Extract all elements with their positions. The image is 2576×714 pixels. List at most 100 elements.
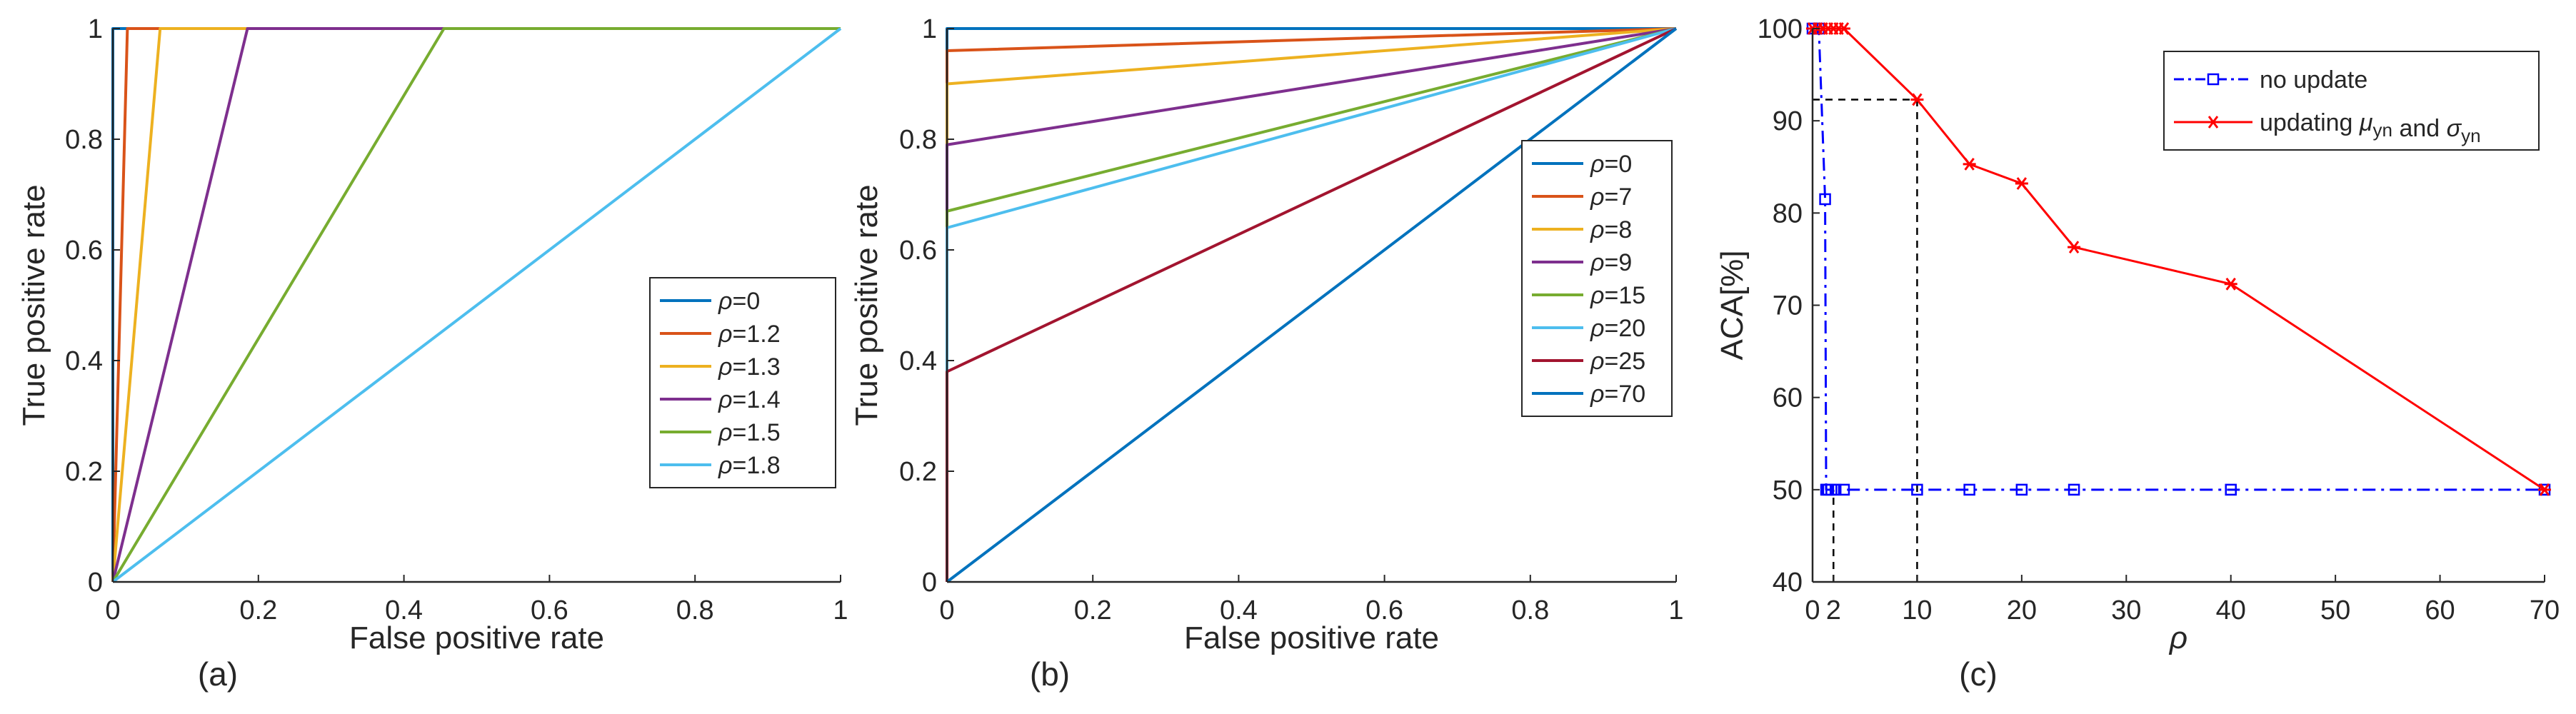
legend-label: ρ=0 [718,288,760,315]
legend-label-part: μ [2359,109,2373,136]
y-tick-label: 0.4 [899,346,937,376]
data-point-stroke [2016,177,2028,190]
data-point [1910,93,1924,106]
x-tick-label: 0 [939,595,954,625]
legend-label-part: and [2392,115,2447,142]
y-tick-label: 0.6 [65,236,103,266]
x-tick-label: 1 [833,595,848,625]
y-axis-label: ACA[%] [1715,250,1750,360]
legend-value: =0 [1604,151,1632,178]
y-tick-label: 0 [922,568,937,598]
legend-label: ρ=70 [1590,381,1645,408]
chart-panel-1: 0 0.2 0.4 0.6 0.8 1 0 0.2 0.4 0.6 0.8 1 False positi… [16,14,848,693]
panel-label: (a) [198,655,238,693]
legend-symbol: ρ [1590,282,1604,309]
x-tick-label: 0.2 [239,595,277,625]
y-tick-label: 0.4 [65,346,103,376]
data-point [2068,483,2080,496]
legend-label: no update [2260,66,2367,94]
x-tick-label: 0.8 [676,595,714,625]
legend-label-part: yn [2461,125,2480,146]
legend-label: ρ=1.3 [718,353,781,381]
legend-marker [2207,73,2220,86]
legend-value: =8 [1604,216,1632,243]
y-axis-label: True positive rate [849,184,884,426]
y-tick-label: 0.8 [65,125,103,155]
x-tick-label: 70 [2530,595,2560,625]
y-tick-label: 60 [1773,383,1803,413]
y-tick-label: 70 [1773,291,1803,321]
data-point [1911,483,1923,496]
x-axis-label: False positive rate [349,620,604,655]
y-tick-label: 50 [1773,476,1803,506]
legend-symbol: ρ [718,452,732,479]
legend-symbol: ρ [1590,216,1604,243]
x-tick-label: 30 [2111,595,2141,625]
legend-label-part: σ [2447,115,2462,142]
data-point [1837,22,1850,35]
data-point [1829,483,1842,496]
series-line [946,27,1678,583]
chart-panel-2: 0 0.2 0.4 0.6 0.8 1 0 0.2 0.4 0.6 0.8 1 False positi… [849,14,1684,693]
data-point [2015,483,2028,496]
legend-label: ρ=15 [1590,282,1645,309]
legend-label-part: updating [2260,109,2360,136]
data-point [1963,483,1975,496]
legend-box [2163,51,2540,151]
y-tick-label: 80 [1773,198,1803,228]
x-tick-label: 0.6 [531,595,568,625]
x-tick-label: 2 [1826,595,1841,625]
y-tick-label: 0.8 [899,125,937,155]
legend-label: ρ=0 [1590,151,1632,178]
x-tick-label: 0.4 [385,595,423,625]
series-line [1813,27,2545,491]
y-tick-label: 0.6 [899,236,937,266]
x-tick-label: 0.2 [1074,595,1112,625]
legend-value: =7 [1604,183,1632,211]
y-tick-label: 1 [922,14,937,44]
legend-box [1521,140,1673,417]
legend-label: ρ=8 [1590,216,1632,243]
panel-label: (c) [1959,655,1998,693]
data-point-stroke [1912,93,1923,106]
legend-value: =1.4 [732,386,780,413]
data-point-stroke [2225,277,2236,291]
legend-label-part: yn [2373,119,2392,141]
series-line [111,27,841,583]
series-line [111,27,842,583]
legend-box [649,277,836,488]
legend-symbol: ρ [718,321,732,348]
legend-label: ρ=1.2 [718,321,781,348]
x-tick-label: 10 [1902,595,1932,625]
data-point [2225,483,2237,496]
y-tick-label: 0.2 [899,457,937,487]
legend-label: ρ=1.4 [718,386,781,413]
y-tick-label: 40 [1773,568,1803,598]
legend-symbol: ρ [1590,249,1604,276]
x-tick-label: 0 [105,595,120,625]
x-axis-label: ρ [2168,620,2187,655]
legend-label: updating μyn and σyn [2260,109,2481,146]
legend-value: =9 [1604,249,1632,276]
legend-value: =1.3 [732,353,780,381]
x-tick-label: 40 [2216,595,2246,625]
legend-symbol: ρ [1590,315,1604,342]
legend: ρ=0ρ=7ρ=8ρ=9ρ=15ρ=20ρ=25ρ=70 [1521,140,1673,417]
legend-value: =1.2 [732,321,780,348]
y-tick-label: 0 [88,568,103,598]
data-point [1963,157,1976,171]
legend-value: =1.5 [732,419,780,446]
data-point [1819,193,1831,206]
legend-marker [2207,116,2220,129]
legend-marker-stroke [2207,116,2219,129]
data-point [2068,241,2081,254]
x-tick-label: 0 [1805,595,1820,625]
legend-symbol: ρ [1590,348,1604,375]
data-point-stroke [2068,241,2080,254]
legend-symbol: ρ [1590,151,1604,178]
legend-symbol: ρ [718,386,732,413]
y-tick-label: 100 [1758,14,1803,44]
x-tick-label: 50 [2320,595,2350,625]
